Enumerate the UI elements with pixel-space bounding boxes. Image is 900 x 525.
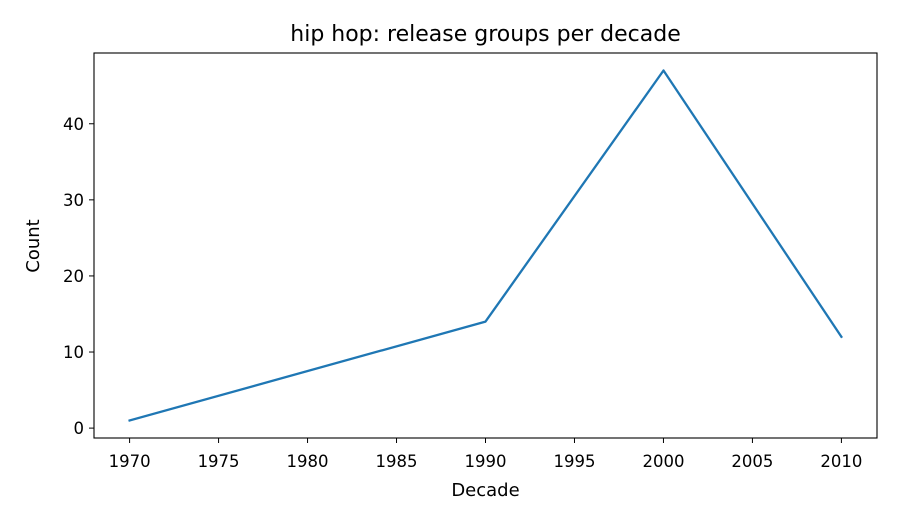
series-line <box>128 69 843 422</box>
x-tick-label: 1985 <box>376 452 418 471</box>
y-tick-label: 40 <box>63 115 84 134</box>
y-tick-label: 10 <box>63 343 84 362</box>
x-tick-label: 2000 <box>642 452 684 471</box>
y-tick-label: 20 <box>63 267 84 286</box>
y-tick-label: 30 <box>63 191 84 210</box>
x-tick-label: 1975 <box>198 452 240 471</box>
x-tick-label: 1995 <box>553 452 595 471</box>
x-tick-label: 1980 <box>287 452 329 471</box>
y-axis-ticks: 0 10 20 30 40 <box>63 115 94 438</box>
y-tick-label: 0 <box>74 419 85 438</box>
x-tick-label: 2005 <box>731 452 773 471</box>
x-tick-label: 1990 <box>465 452 507 471</box>
x-axis-ticks: 1970 1975 1980 1985 1990 1995 2000 2005 2010 <box>109 438 862 471</box>
x-tick-label: 2010 <box>820 452 862 471</box>
x-tick-label: 1970 <box>109 452 151 471</box>
series-layer <box>128 69 843 422</box>
plot-frame <box>93 52 878 439</box>
y-axis-label: Count <box>23 219 44 272</box>
x-axis-label: Decade <box>451 480 519 501</box>
chart-title: hip hop: release groups per decade <box>290 22 680 47</box>
